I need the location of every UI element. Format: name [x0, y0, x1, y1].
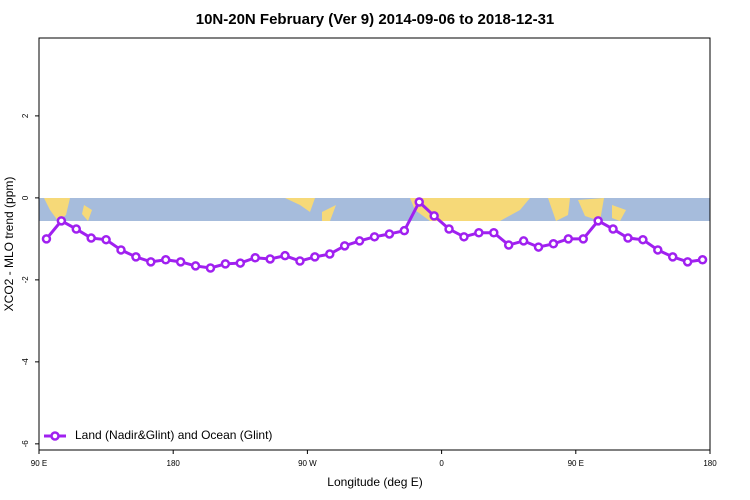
- data-point: [146, 257, 156, 267]
- data-point: [235, 258, 246, 268]
- data-point: [503, 240, 514, 250]
- data-point: [489, 227, 499, 238]
- data-point: [623, 233, 633, 243]
- data-point: [116, 245, 126, 255]
- data-point: [250, 252, 260, 263]
- y-tick-label: -2: [21, 276, 30, 284]
- data-point: [533, 242, 544, 252]
- data-point: [86, 233, 96, 243]
- data-point: [399, 225, 410, 236]
- data-point: [369, 232, 380, 242]
- data-point: [325, 249, 335, 259]
- data-point: [101, 234, 111, 245]
- data-point: [190, 261, 201, 271]
- legend-label: Land (Nadir&Glint) and Ocean (Glint): [75, 428, 272, 442]
- data-point: [354, 236, 365, 246]
- x-tick-label: 0: [439, 459, 444, 468]
- x-tick-label: 90 W: [298, 459, 317, 468]
- data-point: [667, 252, 678, 262]
- legend-marker: [50, 431, 60, 441]
- data-point: [280, 250, 290, 261]
- y-axis-label: XCO2 - MLO trend (ppm): [2, 177, 16, 312]
- x-tick-label: 90 E: [31, 459, 47, 468]
- data-point: [578, 234, 589, 244]
- x-axis-label: Longitude (deg E): [327, 475, 422, 489]
- data-point: [697, 255, 708, 265]
- y-tick-label: -4: [21, 358, 30, 366]
- data-point: [310, 252, 320, 262]
- data-point: [548, 239, 559, 249]
- data-point: [414, 197, 424, 207]
- data-point: [682, 257, 693, 267]
- data-point: [71, 224, 82, 234]
- chart-title: 10N-20N February (Ver 9) 2014-09-06 to 2…: [196, 11, 555, 28]
- data-point: [131, 252, 141, 262]
- data-point: [459, 232, 469, 242]
- data-point: [295, 256, 305, 266]
- data-point: [638, 234, 648, 245]
- data-point: [205, 263, 216, 273]
- y-tick-label: 0: [21, 195, 30, 200]
- data-point: [265, 254, 275, 264]
- data-point: [175, 257, 186, 267]
- data-point: [384, 229, 395, 239]
- data-point: [608, 224, 618, 234]
- plot-frame: [38, 37, 711, 451]
- data-point: [593, 216, 603, 226]
- data-point: [518, 236, 529, 246]
- x-tick-label: 180: [167, 459, 181, 468]
- map-strip: [39, 198, 710, 221]
- data-point: [56, 216, 67, 226]
- y-tick-label: -6: [21, 440, 30, 448]
- data-point: [220, 259, 231, 269]
- x-tick-label: 90 E: [568, 459, 584, 468]
- data-point: [339, 241, 350, 251]
- data-point: [474, 227, 484, 238]
- data-point: [429, 211, 439, 221]
- data-point: [653, 245, 663, 255]
- data-point: [160, 255, 171, 265]
- data-point: [444, 224, 454, 234]
- data-point: [41, 234, 52, 244]
- x-tick-label: 180: [703, 459, 717, 468]
- data-point: [563, 234, 574, 244]
- y-tick-label: 2: [21, 113, 30, 118]
